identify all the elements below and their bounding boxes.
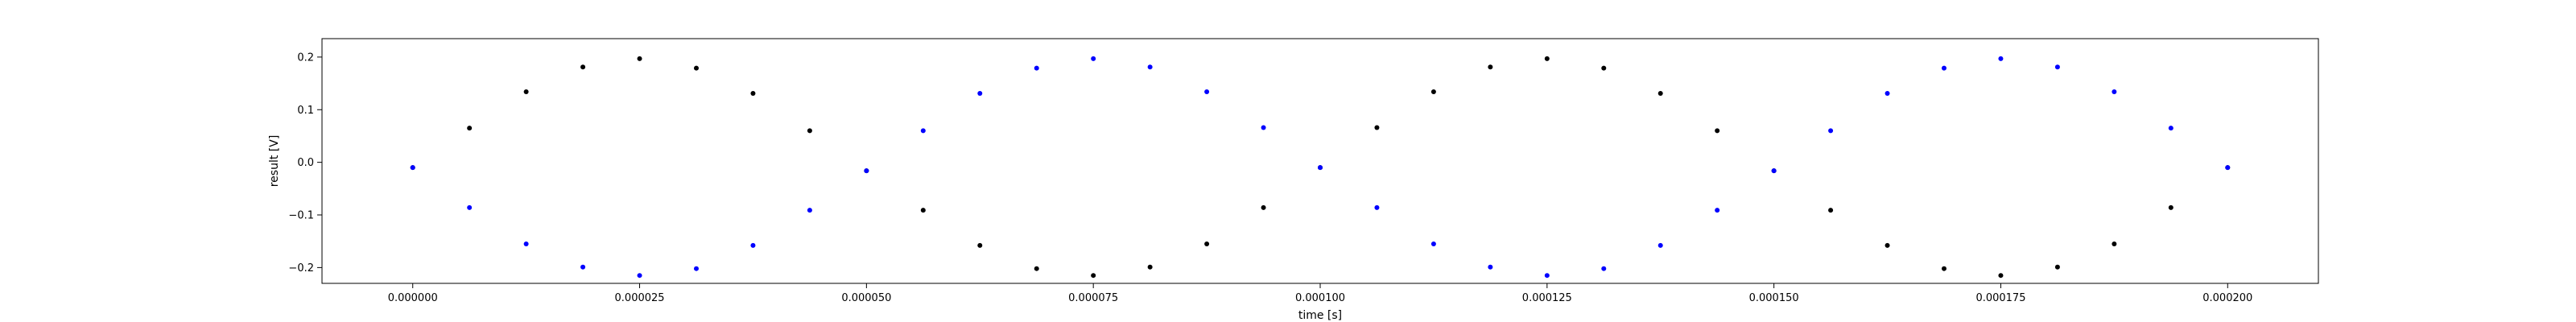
y-tick-label: −0.2	[288, 262, 314, 275]
x-tick-label: 0.000175	[1975, 292, 2025, 304]
data-point	[1715, 208, 1720, 213]
y-tick-label: 0.2	[297, 52, 314, 64]
data-point	[580, 264, 586, 270]
data-point	[637, 56, 642, 61]
x-tick-label: 0.000125	[1522, 292, 1572, 304]
x-tick-label: 0.000200	[2202, 292, 2252, 304]
data-point	[1942, 266, 1946, 271]
data-point	[2054, 264, 2060, 270]
data-point	[1430, 241, 1436, 246]
y-tick-label: 0.0	[297, 157, 314, 169]
data-point	[410, 165, 415, 171]
data-point	[1204, 241, 1210, 246]
y-axis: −0.2 −0.1 0.0 0.1 0.2	[288, 52, 322, 275]
data-point	[1601, 266, 1607, 271]
data-point	[977, 90, 983, 96]
data-point	[2225, 165, 2231, 171]
data-point	[1942, 65, 1946, 71]
data-point	[523, 241, 529, 246]
data-point	[2168, 204, 2174, 210]
data-point	[1430, 89, 1436, 95]
data-point	[1318, 165, 1323, 171]
x-axis-label: time [s]	[1298, 309, 1342, 322]
data-point	[1601, 65, 1607, 71]
data-point	[807, 208, 812, 213]
data-point	[1147, 264, 1153, 270]
data-point	[694, 266, 699, 271]
data-point	[1091, 273, 1096, 279]
data-point	[920, 208, 926, 213]
data-point	[1034, 266, 1039, 271]
data-point	[523, 89, 529, 95]
data-point	[1261, 125, 1266, 130]
data-point	[637, 273, 642, 279]
data-point	[1657, 242, 1663, 248]
data-point	[1828, 208, 1834, 213]
x-tick-label: 0.000075	[1068, 292, 1118, 304]
data-point	[467, 204, 473, 210]
y-tick-label: 0.1	[297, 105, 314, 117]
data-point	[920, 128, 926, 134]
data-point	[1828, 128, 1834, 134]
series-layer	[410, 56, 2231, 279]
data-point	[1204, 89, 1210, 95]
data-point	[1657, 90, 1663, 96]
data-point	[1998, 273, 2004, 279]
x-axis: 0.000000 0.000025 0.000050 0.000075 0.000100…	[388, 283, 2252, 304]
data-point	[750, 242, 756, 248]
data-point	[1771, 168, 1777, 174]
data-point	[1374, 204, 1380, 210]
data-point	[807, 128, 812, 134]
y-tick-label: −0.1	[288, 210, 314, 222]
data-point	[1091, 56, 1096, 61]
x-tick-label: 0.000025	[615, 292, 665, 304]
data-point	[977, 242, 983, 248]
data-point	[2112, 89, 2117, 95]
data-point	[467, 126, 473, 131]
series-1	[410, 56, 2231, 279]
data-point	[864, 168, 869, 174]
data-point	[580, 64, 586, 70]
data-point	[2054, 64, 2060, 70]
data-point	[1715, 128, 1720, 134]
data-point	[1147, 64, 1153, 70]
data-point	[1885, 90, 1890, 96]
data-point	[1374, 125, 1380, 130]
data-point	[1488, 64, 1493, 70]
x-tick-label: 0.000000	[388, 292, 438, 304]
data-point	[750, 90, 756, 96]
data-point	[2168, 126, 2174, 131]
data-point	[1261, 204, 1266, 210]
data-point	[694, 65, 699, 71]
data-point	[1034, 65, 1039, 71]
data-point	[1544, 56, 1550, 61]
plot-background	[322, 39, 2318, 283]
data-point	[2112, 241, 2117, 246]
y-axis-label: result [V]	[268, 135, 281, 188]
x-tick-label: 0.000100	[1295, 292, 1345, 304]
data-point	[1885, 242, 1890, 248]
x-tick-label: 0.000150	[1749, 292, 1799, 304]
x-tick-label: 0.000050	[841, 292, 891, 304]
data-point	[1998, 56, 2004, 61]
data-point	[1488, 264, 1493, 270]
data-point	[1544, 273, 1550, 279]
